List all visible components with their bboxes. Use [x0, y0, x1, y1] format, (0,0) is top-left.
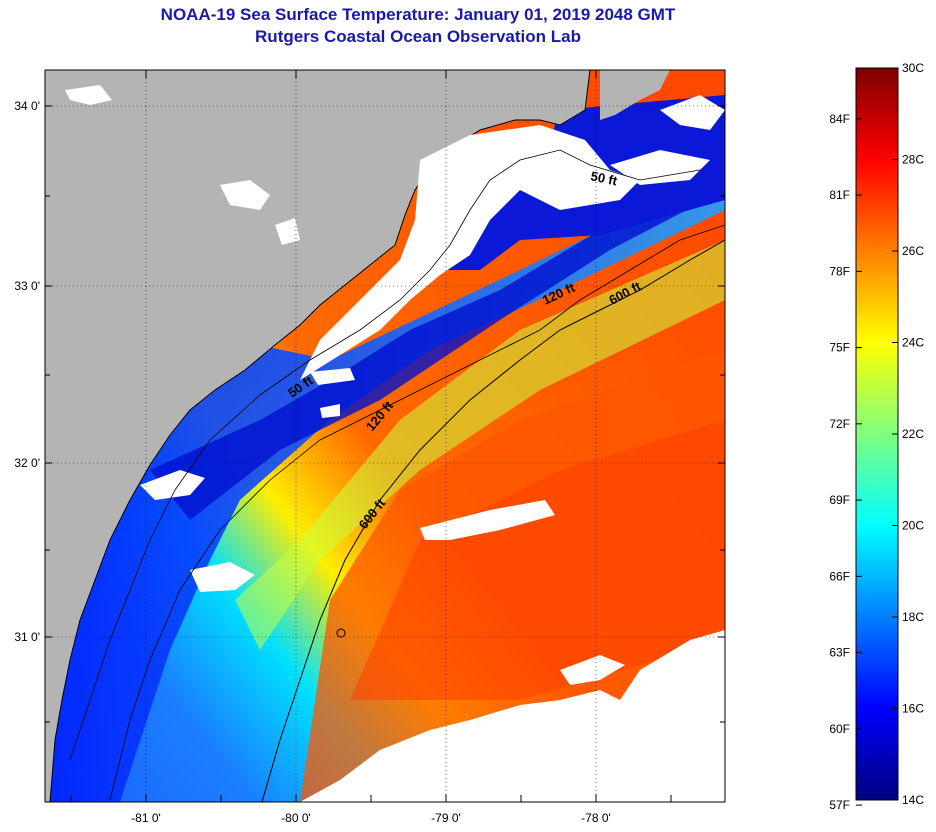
lat-label-33: 33 0': [14, 279, 40, 293]
lon-label-80: -80 0': [281, 811, 311, 825]
isobath-600ft: [261, 239, 725, 802]
colorbar-celsius-label: 22C: [902, 427, 924, 441]
colorbar-fahrenheit-label: 60F: [829, 722, 850, 736]
lon-label-78: -78 0': [581, 811, 611, 825]
colorbar-fahrenheit-label: 78F: [829, 264, 850, 278]
map-subtitle: Rutgers Coastal Ocean Observation Lab: [255, 27, 581, 46]
colorbar-celsius-label: 26C: [902, 244, 924, 258]
land-northeast: [600, 70, 670, 120]
isobath-50ft: [69, 149, 701, 761]
lat-label-31: 31 0': [14, 630, 40, 644]
colorbar-fahrenheit-label: 69F: [829, 493, 850, 507]
colorbar-fahrenheit-label: 63F: [829, 646, 850, 660]
land-area: [45, 70, 590, 802]
cloud-patch-8: [320, 404, 340, 418]
cloud-patch-2: [275, 218, 300, 245]
colorbar-ticks: [856, 67, 898, 806]
colorbar-celsius-label: 14C: [902, 793, 924, 807]
warm-core: [350, 420, 725, 700]
map-title: NOAA-19 Sea Surface Temperature: January…: [160, 5, 676, 24]
cloud-patch-3: [65, 85, 112, 105]
colorbar-fahrenheit-label: 81F: [829, 188, 850, 202]
colorbar-celsius-label: 30C: [902, 61, 924, 75]
lat-label-32: 32 0': [14, 456, 40, 470]
colorbar-celsius-label: 20C: [902, 519, 924, 533]
deep-blue-patches: [150, 165, 725, 520]
colorbar-gradient: [855, 67, 899, 801]
cloud-patch-4: [140, 470, 205, 500]
colorbar-fahrenheit-label: 72F: [829, 417, 850, 431]
colorbar-celsius-label: 24C: [902, 336, 924, 350]
lat-label-34: 34 0': [14, 99, 40, 113]
colorbar-fahrenheit-label: 84F: [829, 112, 850, 126]
cloud-south-east: [300, 630, 725, 802]
cloud-north-1: [660, 95, 725, 130]
lon-label-79: -79 0': [431, 811, 461, 825]
colorbar-celsius-label: 16C: [902, 702, 924, 716]
cloud-south-mid: [560, 655, 625, 685]
graticule: [45, 70, 725, 802]
cloud-nearshore-north: [300, 125, 640, 380]
coastline: [49, 70, 591, 802]
colorbar-celsius-label: 28C: [902, 153, 924, 167]
colorbar-fahrenheit-label: 66F: [829, 569, 850, 583]
isobath-120ft: [109, 224, 725, 801]
cloud-north-2: [610, 150, 710, 185]
lon-label-81: -81 0': [131, 811, 161, 825]
cloud-mask: [65, 85, 725, 802]
transition-band: [235, 240, 725, 650]
colorbar-celsius-label: 18C: [902, 610, 924, 624]
cloud-patch-6: [420, 500, 555, 540]
axis-ticks: [45, 70, 725, 802]
cloud-patch-7: [310, 368, 355, 385]
colorbar-fahrenheit-label: 57F: [829, 798, 850, 812]
cloud-patch-1: [220, 180, 270, 210]
cloud-patch-5: [190, 562, 255, 592]
colorbar-fahrenheit-label: 75F: [829, 341, 850, 355]
isobath-label-50a: 50 ft: [589, 168, 619, 188]
map-frame: [44, 69, 726, 803]
